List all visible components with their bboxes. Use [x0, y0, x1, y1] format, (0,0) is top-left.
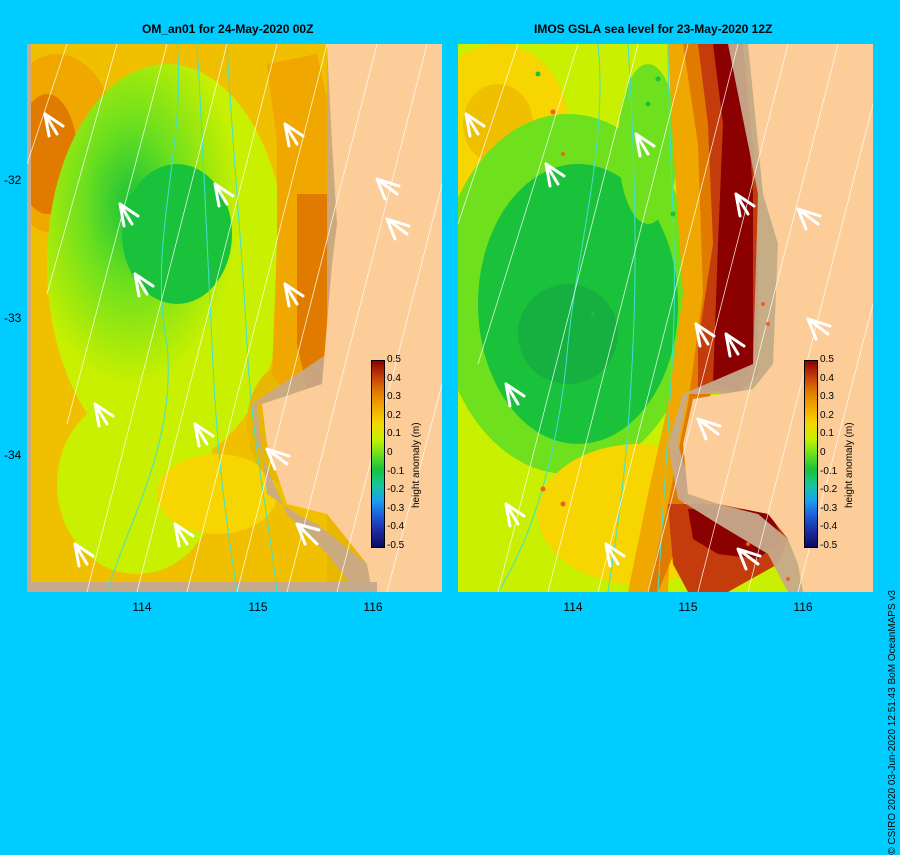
colorbar-tick-label: -0.3 — [820, 502, 838, 514]
colorbar-tick-label: 0.4 — [820, 372, 834, 384]
right-streamlines — [458, 44, 873, 592]
colorbar-tick-label: 0.5 — [387, 354, 401, 365]
right-map — [458, 44, 873, 592]
colorbar-tick-label: -0.5 — [387, 540, 405, 551]
colorbar-tick-label: 0.5 — [820, 354, 834, 365]
colorbar-gradient — [804, 360, 818, 548]
colorbar-tick-label: -0.5 — [820, 540, 838, 551]
colorbar-tick-label: -0.4 — [387, 521, 405, 533]
left-green-core — [122, 164, 232, 304]
colorbar-tick-label: 0.2 — [387, 409, 401, 421]
colorbar-tick-label: 0.2 — [820, 409, 834, 421]
y-tick-label: -33 — [4, 311, 22, 325]
x-tick-label: 115 — [678, 600, 698, 614]
colorbar-title: height anomaly (m) — [411, 422, 422, 508]
colorbar-tick-label: 0.3 — [820, 391, 834, 403]
right-orange-band — [628, 44, 708, 592]
left-wind-arrows — [43, 112, 411, 568]
colorbar-tick-label: 0 — [387, 447, 393, 458]
y-tick-label: -32 — [4, 173, 22, 187]
right-depth-contours — [497, 44, 675, 592]
colorbar-tick-label: -0.4 — [820, 521, 838, 533]
left-map-graphic — [27, 44, 442, 592]
colorbar-tick-label: -0.1 — [820, 465, 838, 477]
left-map — [27, 44, 442, 592]
colorbar-tick-label: 0 — [820, 447, 826, 458]
colorbar-tick-label: -0.2 — [387, 484, 405, 496]
x-tick-label: 116 — [793, 600, 813, 614]
left-depth-contours — [106, 44, 278, 592]
right-land — [683, 44, 873, 592]
colorbar-tick-label: 0.1 — [820, 428, 834, 440]
colorbar-gradient — [371, 360, 385, 548]
colorbar-tick-label: -0.3 — [387, 502, 405, 514]
left-streamlines — [27, 44, 442, 592]
colorbar-tick-label: -0.2 — [820, 484, 838, 496]
colorbar-tick-label: -0.1 — [387, 465, 405, 477]
left-panel-title: OM_an01 for 24-May-2020 00Z — [142, 22, 314, 36]
right-obs-dots-green — [535, 71, 676, 316]
x-tick-label: 116 — [363, 600, 383, 614]
right-map-graphic — [458, 44, 873, 592]
x-tick-label: 114 — [132, 600, 152, 614]
colorbar-tick-label: 0.4 — [387, 372, 401, 384]
x-tick-label: 115 — [248, 600, 268, 614]
left-land — [262, 44, 442, 592]
x-tick-label: 114 — [563, 600, 583, 614]
right-panel-title: IMOS GSLA sea level for 23-May-2020 12Z — [534, 22, 773, 36]
y-tick-label: -34 — [4, 448, 22, 462]
colorbar-tick-label: 0.1 — [387, 428, 401, 440]
colorbar-title: height anomaly (m) — [844, 422, 855, 508]
right-wind-arrows — [464, 112, 832, 571]
colorbar-tick-label: 0.3 — [387, 391, 401, 403]
right-obs-dots — [540, 109, 790, 581]
